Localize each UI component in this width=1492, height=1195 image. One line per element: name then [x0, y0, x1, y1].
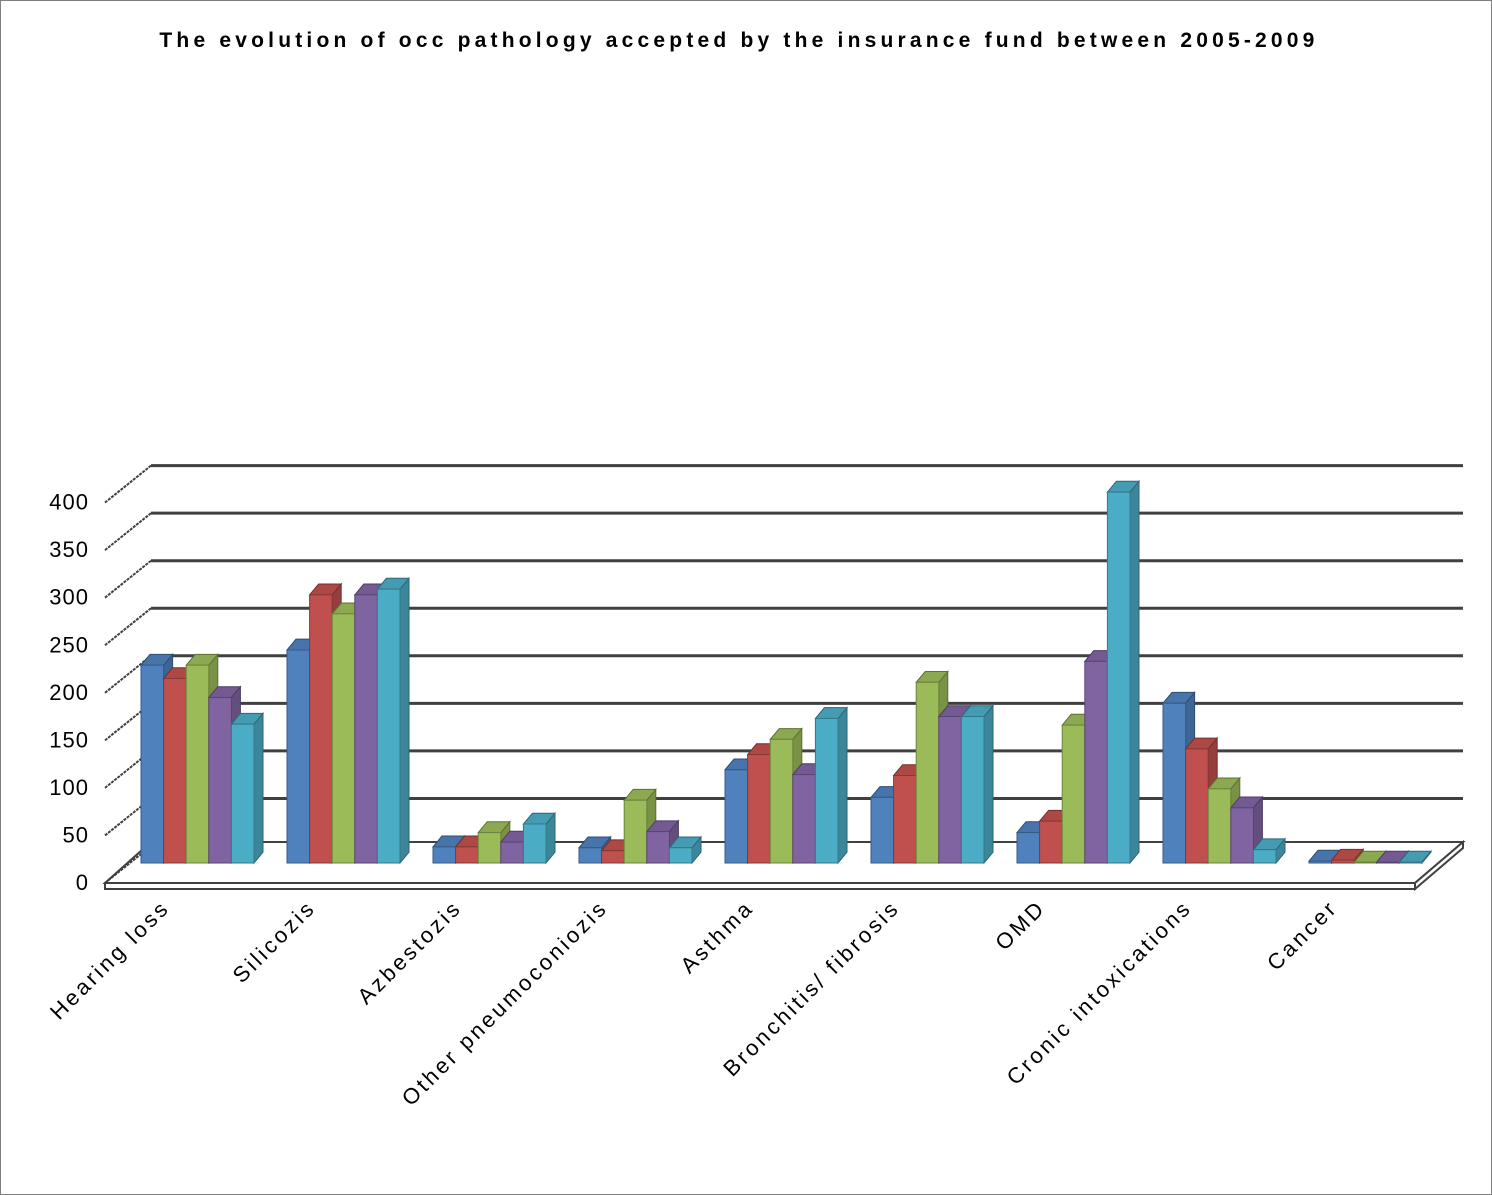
bar: [668, 835, 703, 865]
y-tick-label: 350: [49, 537, 89, 562]
y-tick-label: 150: [49, 727, 89, 752]
bar: [1398, 849, 1433, 865]
y-tick-mark: [104, 559, 152, 599]
chart-title: The evolution of occ pathology accepted …: [159, 29, 1319, 52]
x-category-label: Cancer: [1262, 895, 1343, 976]
y-tick-mark: [104, 512, 152, 551]
bars: [139, 479, 1433, 865]
x-category-label: Silicozis: [228, 895, 321, 988]
y-tick-label: 0: [76, 870, 89, 895]
x-category-label: OMD: [990, 895, 1050, 955]
y-tick-label: 200: [49, 680, 89, 705]
bar: [960, 704, 995, 865]
bar: [376, 576, 411, 865]
y-tick-label: 250: [49, 632, 89, 657]
y-tick-mark: [104, 464, 152, 504]
y-tick-label: 300: [49, 585, 89, 610]
x-category-label: Asthma: [675, 895, 758, 978]
y-tick-label: 100: [49, 775, 89, 800]
x-category-label: Azbestozis: [352, 895, 466, 1009]
y-axis: 0 50 100 150 200 250 300 350 400: [49, 464, 152, 895]
y-tick-label: 400: [49, 490, 89, 515]
floor-side: [1414, 839, 1464, 892]
bar: [1106, 479, 1141, 865]
bar: [1252, 837, 1287, 865]
bar: [230, 711, 265, 865]
bar: [814, 706, 849, 865]
bar: [522, 811, 557, 865]
x-category-label: Hearing loss: [45, 895, 175, 1025]
y-tick-mark: [104, 607, 152, 647]
floor-front: [104, 882, 1416, 890]
y-tick-label: 50: [63, 822, 89, 847]
